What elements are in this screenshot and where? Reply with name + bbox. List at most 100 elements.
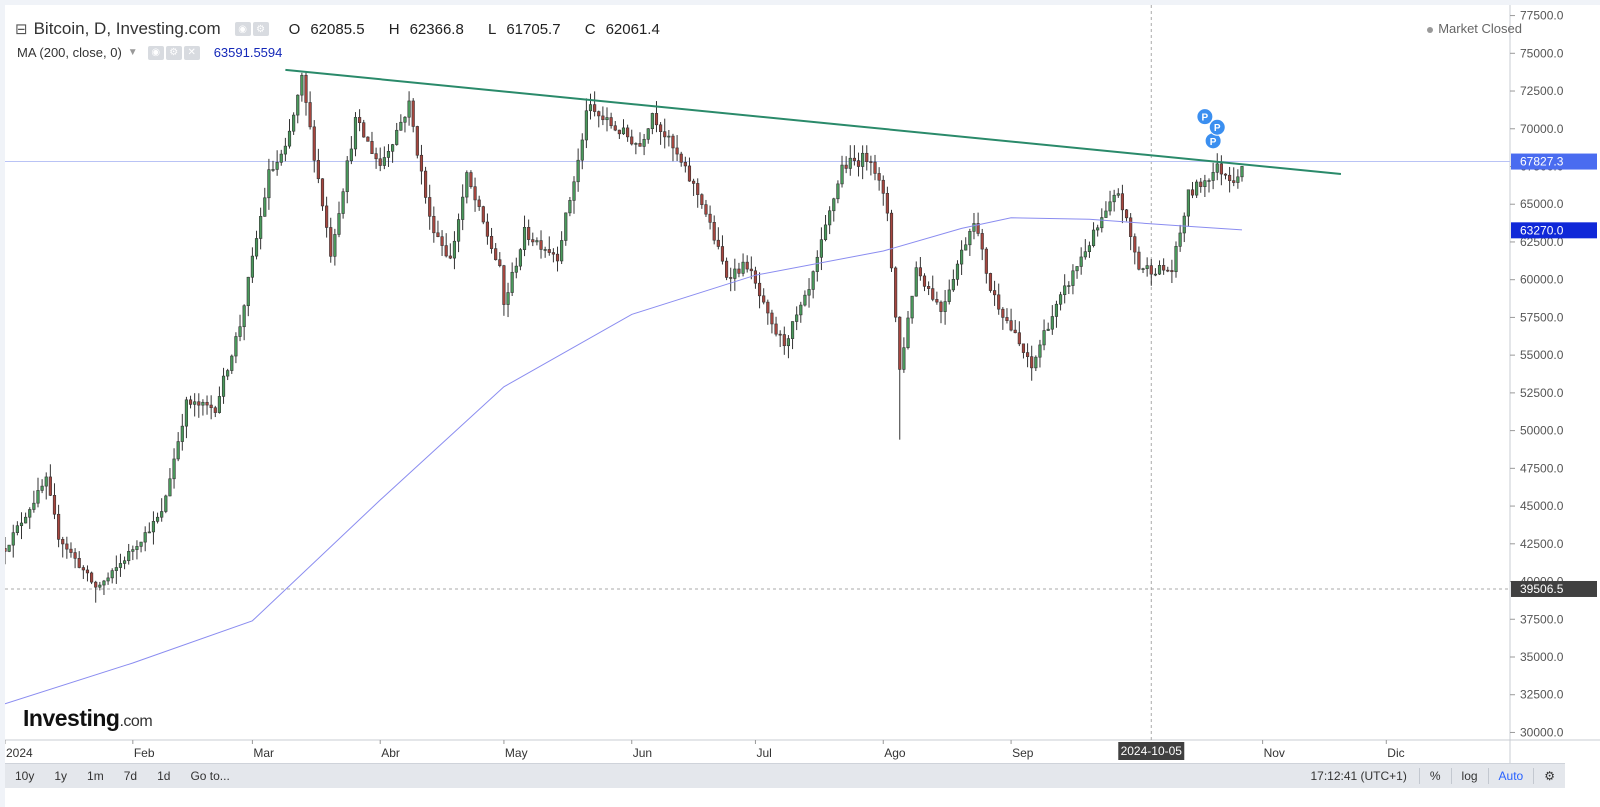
candle-body: [300, 74, 304, 96]
candle-body: [143, 532, 147, 543]
candle-body: [81, 567, 85, 571]
candle-body: [155, 516, 160, 522]
close-icon[interactable]: ✕: [183, 45, 200, 60]
candle-body: [1083, 251, 1087, 258]
candle-body: [1211, 172, 1215, 181]
x-tick-label: Jun: [633, 746, 652, 760]
candle-body: [69, 548, 73, 553]
ma-value-tag: [1511, 222, 1597, 239]
candle-body: [1025, 352, 1030, 357]
candle-body: [423, 170, 428, 198]
candle-body: [106, 577, 110, 582]
candle-body: [444, 245, 448, 257]
candle-body: [531, 239, 535, 243]
candle-body: [1030, 356, 1034, 369]
candle-body: [650, 113, 654, 130]
candle-body: [275, 162, 279, 170]
candle-body: [1215, 163, 1219, 173]
x-tick-label: Mar: [253, 746, 274, 760]
range-1d-button[interactable]: 1d: [157, 769, 171, 783]
candle-body: [279, 153, 283, 163]
symbol-title: Bitcoin, D, Investing.com: [33, 19, 221, 38]
candle-body: [151, 521, 156, 533]
candle-body: [918, 267, 922, 277]
candle-body: [102, 580, 106, 586]
y-tick-label: 72500.0: [1520, 84, 1564, 98]
candle-body: [741, 261, 745, 274]
candle-body: [1174, 246, 1178, 273]
candle-body: [147, 531, 151, 534]
candle-body: [683, 161, 687, 167]
eye-icon[interactable]: ◉: [147, 45, 164, 60]
candle-body: [667, 135, 671, 138]
candle-body: [15, 525, 19, 533]
chart-window: 30000.032500.035000.037500.040000.042500…: [5, 5, 1600, 807]
candle-body: [700, 194, 704, 205]
y-tick-label: 70000.0: [1520, 122, 1564, 136]
candle-body: [399, 121, 403, 131]
candle-body: [1009, 320, 1013, 331]
candle-body: [951, 279, 955, 291]
candle-body: [5, 548, 7, 552]
percent-toggle[interactable]: %: [1429, 769, 1441, 783]
candle-body: [201, 401, 205, 406]
candle-body: [122, 560, 127, 564]
collapse-icon[interactable]: ⊟: [15, 21, 28, 38]
gear-icon[interactable]: ⚙: [1544, 769, 1555, 783]
candle-body: [65, 543, 69, 550]
candle-body: [1223, 173, 1228, 176]
range-1y-button[interactable]: 1y: [54, 769, 68, 783]
candle-body: [1034, 356, 1038, 369]
candle-body: [1137, 251, 1141, 270]
candle-body: [135, 546, 139, 550]
candle-body: [1232, 180, 1236, 183]
candle-body: [588, 104, 593, 112]
candle-body: [671, 135, 675, 149]
candle-body: [716, 239, 720, 247]
candle-body: [1170, 270, 1174, 273]
candle-body: [778, 333, 782, 336]
range-10y-button[interactable]: 10y: [15, 769, 35, 783]
candle-body: [790, 321, 795, 339]
candle-body: [993, 290, 997, 296]
candle-body: [1058, 294, 1063, 305]
candle-body: [36, 490, 40, 504]
eye-icon[interactable]: ◉: [234, 22, 251, 36]
candle-body: [1112, 194, 1116, 203]
candle-body: [708, 213, 712, 223]
auto-toggle[interactable]: Auto: [1498, 769, 1524, 783]
candle-body: [803, 294, 807, 306]
ma-legend: MA (200, close, 0) ▼ ◉ ⚙ ✕ 63591.5594: [17, 45, 282, 60]
candle-body: [477, 199, 481, 207]
candle-body: [411, 100, 415, 127]
goto-button[interactable]: Go to...: [190, 769, 230, 783]
gear-icon[interactable]: ⚙: [165, 45, 182, 60]
candle-body: [1120, 193, 1124, 211]
price-chart[interactable]: 30000.032500.035000.037500.040000.042500…: [5, 5, 1600, 765]
candle-body: [547, 249, 551, 253]
candle-body: [230, 355, 234, 371]
candle-body: [762, 295, 766, 303]
gear-icon[interactable]: ⚙: [252, 22, 269, 36]
candle-body: [238, 326, 242, 337]
chevron-down-icon[interactable]: ▼: [127, 47, 138, 58]
candle-body: [296, 94, 300, 116]
candle-body: [1153, 273, 1157, 276]
candle-body: [259, 216, 263, 239]
candle-body: [1079, 256, 1083, 267]
range-7d-button[interactable]: 7d: [123, 769, 138, 783]
candle-body: [753, 270, 758, 284]
candle-body: [873, 161, 877, 174]
x-tick-label: 2024: [6, 746, 33, 760]
crosshair-date-label: 2024-10-05: [1121, 744, 1183, 758]
x-tick-label: May: [505, 746, 528, 760]
range-1m-button[interactable]: 1m: [87, 769, 104, 783]
pattern-marker: [1208, 118, 1226, 136]
candle-body: [271, 169, 275, 171]
log-toggle[interactable]: log: [1461, 769, 1478, 783]
candle-body: [733, 268, 737, 279]
crosshair-price-tag-label: 39506.5: [1520, 582, 1564, 596]
candle-body: [568, 200, 572, 214]
candle-body: [931, 288, 935, 300]
candle-body: [40, 485, 44, 491]
